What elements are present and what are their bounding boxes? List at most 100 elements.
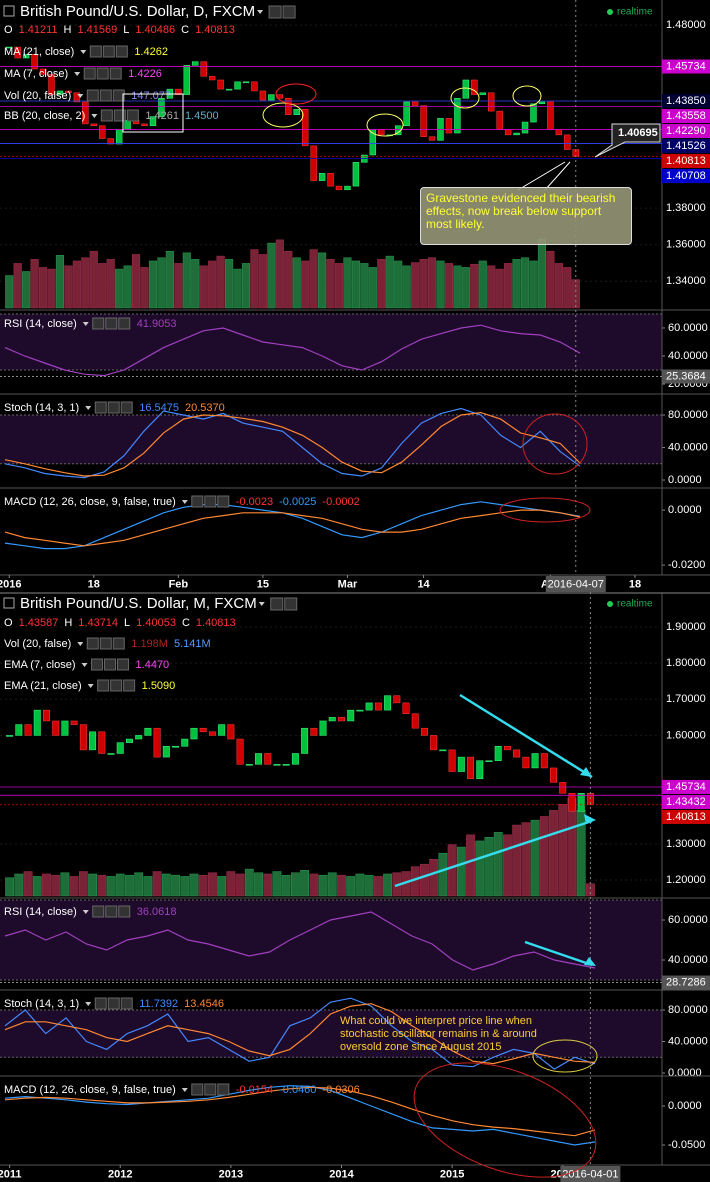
dropdown [258, 602, 265, 606]
date-tag [545, 576, 606, 592]
dropdown [181, 500, 188, 504]
candle-body [234, 81, 241, 90]
volume-bar [373, 876, 383, 897]
y-tick-label: 0.0000 [668, 474, 702, 486]
candle-body [347, 709, 355, 722]
volume-bar [97, 874, 107, 897]
legend-text: 1.40486 [135, 24, 175, 36]
volume-bar [478, 260, 487, 309]
status-dot [607, 9, 613, 15]
volume-bar [272, 871, 282, 897]
x-tick-label: 2011 [0, 1168, 22, 1180]
volume-bar [125, 874, 134, 897]
volume-bar [558, 803, 568, 897]
price-tag [662, 779, 710, 794]
volume-bar [216, 255, 225, 309]
volume-bar [115, 268, 124, 309]
indicator-line [4, 911, 596, 971]
candle-body [328, 717, 336, 722]
volume-bar [377, 259, 386, 309]
study-button [191, 1083, 204, 1096]
callout-label: 1.40695 [618, 127, 658, 139]
legend-text: 1.40813 [196, 617, 236, 629]
volume-bar [235, 873, 245, 897]
candle-body [430, 735, 438, 751]
volume-bar [64, 265, 73, 309]
volume-bar [267, 242, 276, 309]
y-tick-label: 1.38000 [666, 202, 706, 214]
candle-body [393, 695, 401, 704]
volume-bar [55, 255, 65, 309]
candle-body [378, 129, 385, 136]
candle-body [31, 54, 38, 70]
legend-text: 11.7392 [139, 998, 178, 1010]
candle-body [82, 101, 89, 125]
volume-bar [484, 837, 494, 897]
candle-body [158, 98, 165, 117]
volume-bar [447, 844, 457, 897]
study-button [94, 997, 107, 1010]
study-button [105, 317, 118, 330]
legend-text: O [4, 617, 13, 629]
volume-bar [292, 257, 301, 309]
volume-bar [495, 268, 504, 309]
price-tag-label: 1.40708 [666, 170, 706, 182]
volume-bar [198, 874, 208, 897]
y-tick-label: 1.70000 [666, 693, 706, 705]
candle-body [564, 134, 571, 150]
candle-body [125, 738, 133, 743]
legend-text: 1.4261 [145, 110, 179, 122]
volume-bar [148, 260, 158, 309]
volume-bar [174, 263, 183, 309]
volume-bar [225, 259, 234, 309]
candle-body [540, 753, 548, 769]
volume-bar [88, 873, 97, 897]
volume-bar [504, 263, 513, 309]
study-button [102, 45, 115, 58]
candle-body [264, 753, 272, 765]
candle-body [6, 735, 14, 737]
candle-body [242, 81, 250, 84]
date-tag [560, 1166, 621, 1182]
dropdown [74, 72, 81, 76]
volume-bar [208, 260, 217, 309]
y-tick-label: 1.90000 [666, 621, 706, 633]
legend-text: 1.4226 [128, 68, 162, 80]
legend-text: L [123, 24, 129, 36]
volume-bar [429, 859, 439, 897]
candle-body [107, 138, 114, 145]
study-button [100, 109, 113, 122]
y-tick-label: 1.34000 [666, 275, 706, 287]
candle-body [208, 731, 216, 736]
candle-body [107, 753, 115, 755]
volume-bar [427, 257, 437, 309]
volume-bar [42, 873, 51, 897]
volume-bar [189, 873, 199, 897]
header-button [270, 597, 284, 611]
candle-body [513, 749, 521, 758]
volume-bar [420, 863, 429, 897]
volume-bar [106, 259, 115, 309]
volume-bar [444, 263, 453, 309]
candle-body [162, 746, 170, 758]
candle-body [403, 101, 410, 126]
study-button [120, 997, 133, 1010]
chart-title: British Pound/U.S. Dollar, M, FXCM [20, 595, 257, 612]
study-button [126, 109, 139, 122]
study-button [104, 658, 117, 671]
candle-body [352, 162, 360, 187]
volume-bar [563, 267, 572, 309]
study-button [83, 67, 96, 80]
volume-bar [571, 279, 580, 309]
volume-bar [301, 260, 310, 309]
volume-bar [334, 263, 344, 309]
candle-body [559, 782, 567, 794]
volume-bar [470, 263, 479, 309]
indicator-line [4, 501, 581, 550]
volume-bar [554, 263, 563, 309]
volume-bar [233, 268, 242, 309]
volume-bar [453, 265, 462, 309]
date-tag-label: 2016-04-07 [548, 578, 604, 590]
volume-bar [411, 262, 420, 309]
candle-body [310, 727, 318, 736]
